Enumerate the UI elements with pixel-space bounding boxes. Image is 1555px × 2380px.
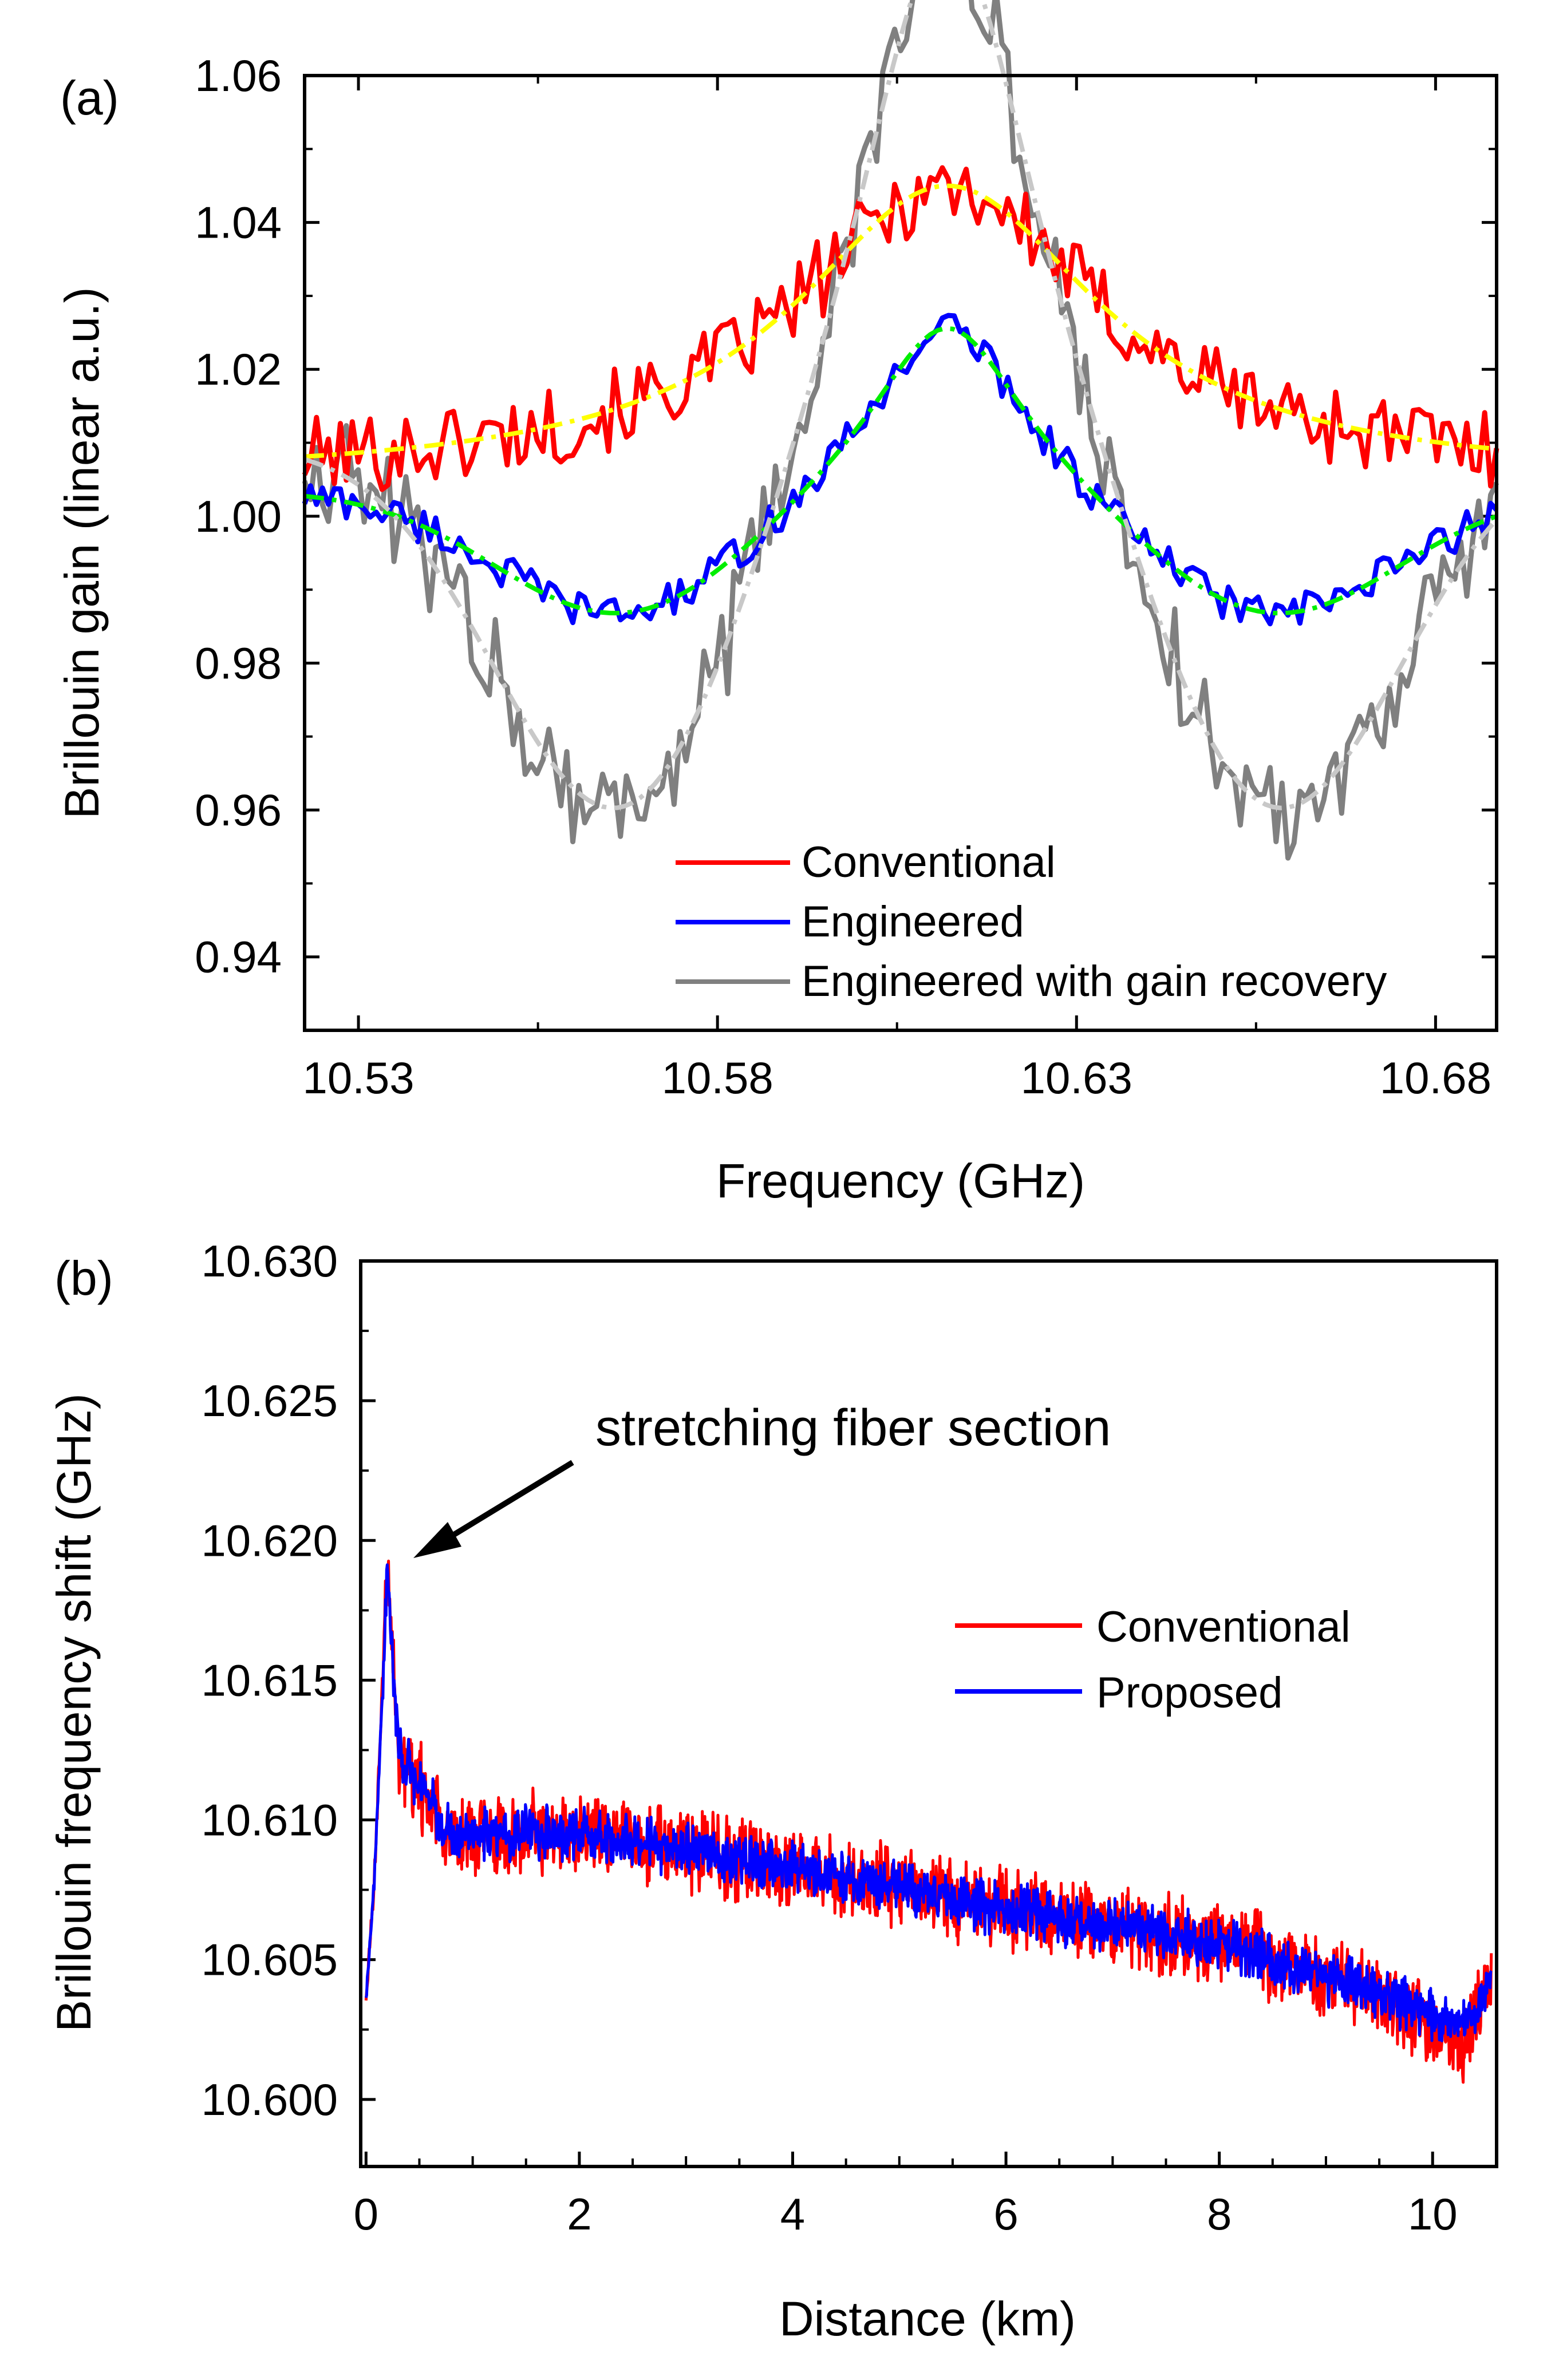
x-tick-label-b-4: 8	[1207, 2189, 1232, 2239]
y-tick-label-a-5: 1.04	[195, 197, 282, 248]
x-tick-label-a-2: 10.63	[1021, 1053, 1132, 1103]
panel-b: (b) 10.600 10.605 10.610 10.615 10.620 10.625…	[47, 1236, 1498, 2346]
panel-a-x-axis-label: Frequency (GHz)	[716, 1154, 1085, 1208]
y-tick-label-a-6: 1.06	[195, 50, 282, 101]
y-tick-label-a-0: 0.94	[195, 932, 282, 982]
series-a-conventional-fit	[304, 183, 1497, 459]
y-tick-label-b-0: 10.600	[201, 2074, 338, 2125]
panel-b-legend: Conventional Proposed	[955, 1603, 1351, 1717]
panel-a-y-ticks: 0.94 0.96 0.98 1.00 1.02 1.04 1.06	[195, 50, 1497, 982]
panel-b-x-ticks: 0 2 4 6 8 10	[354, 2152, 1458, 2239]
y-tick-label-b-1: 10.605	[201, 1935, 338, 1985]
x-tick-label-a-3: 10.68	[1380, 1053, 1491, 1103]
x-tick-label-b-5: 10	[1408, 2189, 1458, 2239]
panel-a-frame	[303, 74, 1498, 1032]
y-tick-label-b-3: 10.615	[201, 1655, 338, 1705]
annotation-arrow-shaft	[439, 1460, 574, 1545]
y-tick-label-b-5: 10.625	[201, 1375, 338, 1426]
series-a-engineered-with-gain-recovery	[302, 0, 1499, 861]
legend-label-conventional-b: Conventional	[1096, 1603, 1351, 1651]
y-tick-label-a-4: 1.02	[195, 344, 282, 394]
panel-b-label: (b)	[54, 1251, 113, 1305]
annotation-arrow-head	[413, 1522, 461, 1558]
series-b-proposed	[364, 1563, 1493, 2043]
panel-b-x-axis-label: Distance (km)	[779, 2292, 1076, 2346]
y-tick-label-b-2: 10.610	[201, 1795, 338, 1845]
x-tick-label-b-2: 4	[780, 2189, 805, 2239]
legend-label-engineered: Engineered	[802, 898, 1024, 946]
x-tick-label-a-0: 10.53	[302, 1053, 414, 1103]
series-a-engineered	[302, 313, 1499, 627]
series-a-engineered-fit	[304, 326, 1498, 616]
y-tick-label-b-6: 10.630	[201, 1236, 338, 1286]
y-tick-label-a-3: 1.00	[195, 491, 282, 541]
y-tick-label-a-1: 0.96	[195, 785, 282, 835]
panel-b-y-ticks: 10.600 10.605 10.610 10.615 10.620 10.625 10.6…	[201, 1236, 376, 2125]
legend-label-conventional: Conventional	[802, 838, 1056, 887]
legend-label-engineered-gain-recovery: Engineered with gain recovery	[802, 957, 1387, 1006]
x-tick-label-a-1: 10.58	[662, 1053, 773, 1103]
legend-label-proposed: Proposed	[1096, 1669, 1282, 1717]
panel-b-annotation: stretching fiber section	[413, 1399, 1111, 1558]
y-tick-label-a-2: 0.98	[195, 638, 282, 688]
y-tick-label-b-4: 10.620	[201, 1515, 338, 1565]
annotation-stretching-fiber-section: stretching fiber section	[595, 1399, 1111, 1457]
panel-b-series	[364, 1559, 1493, 2084]
panel-a-x-ticks: 10.53 10.58 10.63 10.68	[302, 76, 1491, 1103]
panel-a-legend: Conventional Engineered Engineered with …	[676, 838, 1387, 1006]
panel-b-frame	[359, 1259, 1498, 2168]
series-a-conventional	[302, 165, 1499, 492]
x-tick-label-b-1: 2	[567, 2189, 591, 2239]
panel-a-y-axis-label: Brillouin gain (linear a.u.)	[55, 287, 109, 819]
panel-b-y-axis-label: Brillouin frequency shift (GHz)	[47, 1393, 101, 2032]
panel-a: (a) 0.940.960.981.001.021.041.06 10.53 10…	[55, 0, 1499, 1208]
x-tick-label-b-3: 6	[993, 2189, 1018, 2239]
panel-a-series	[302, 0, 1499, 861]
x-tick-label-b-0: 0	[354, 2189, 378, 2239]
panel-a-label: (a)	[60, 71, 119, 125]
